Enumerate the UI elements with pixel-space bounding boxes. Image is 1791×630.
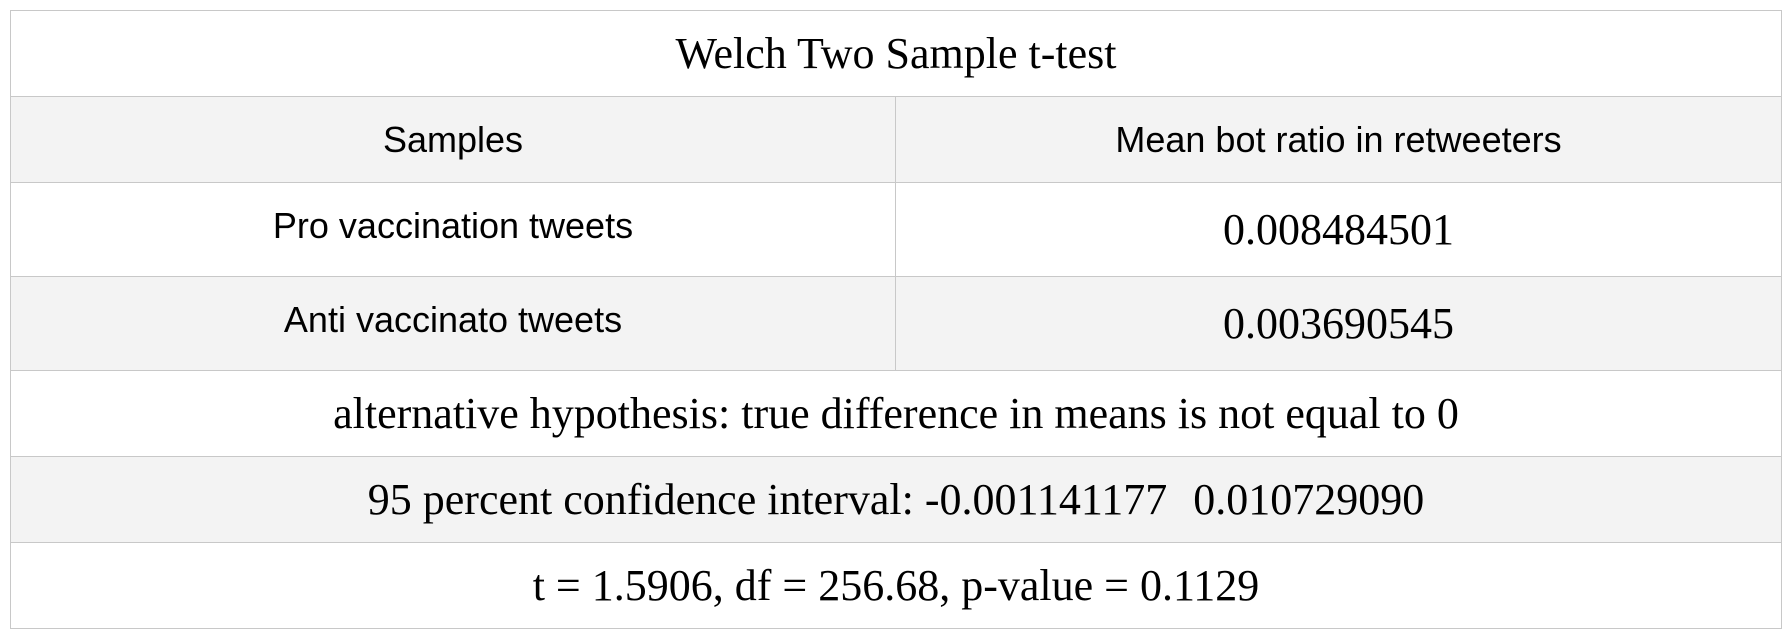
table-row: Anti vaccinato tweets 0.003690545 bbox=[10, 276, 1782, 371]
table-title: Welch Two Sample t-test bbox=[10, 10, 1782, 97]
header-mean-bot-ratio: Mean bot ratio in retweeters bbox=[895, 96, 1782, 183]
sample-mean: 0.003690545 bbox=[895, 276, 1782, 371]
sample-mean: 0.008484501 bbox=[895, 182, 1782, 277]
alternative-hypothesis: alternative hypothesis: true difference … bbox=[10, 370, 1782, 457]
title-row: Welch Two Sample t-test bbox=[10, 10, 1782, 97]
statistics-row: t = 1.5906, df = 256.68, p-value = 0.112… bbox=[10, 542, 1782, 629]
sample-name: Anti vaccinato tweets bbox=[10, 276, 896, 371]
header-samples: Samples bbox=[10, 96, 896, 183]
welch-t-test-table: Welch Two Sample t-test Samples Mean bot… bbox=[10, 10, 1782, 629]
table-row: Pro vaccination tweets 0.008484501 bbox=[10, 182, 1782, 277]
confidence-interval-label: 95 percent confidence interval: bbox=[367, 475, 914, 524]
test-statistics: t = 1.5906, df = 256.68, p-value = 0.112… bbox=[10, 542, 1782, 629]
sample-name: Pro vaccination tweets bbox=[10, 182, 896, 277]
header-row: Samples Mean bot ratio in retweeters bbox=[10, 96, 1782, 183]
confidence-interval-row: 95 percent confidence interval: -0.00114… bbox=[10, 456, 1782, 543]
confidence-interval-lower: -0.001141177 bbox=[924, 475, 1168, 524]
alternative-hypothesis-row: alternative hypothesis: true difference … bbox=[10, 370, 1782, 457]
confidence-interval: 95 percent confidence interval: -0.00114… bbox=[10, 456, 1782, 543]
confidence-interval-upper: 0.010729090 bbox=[1193, 475, 1425, 524]
